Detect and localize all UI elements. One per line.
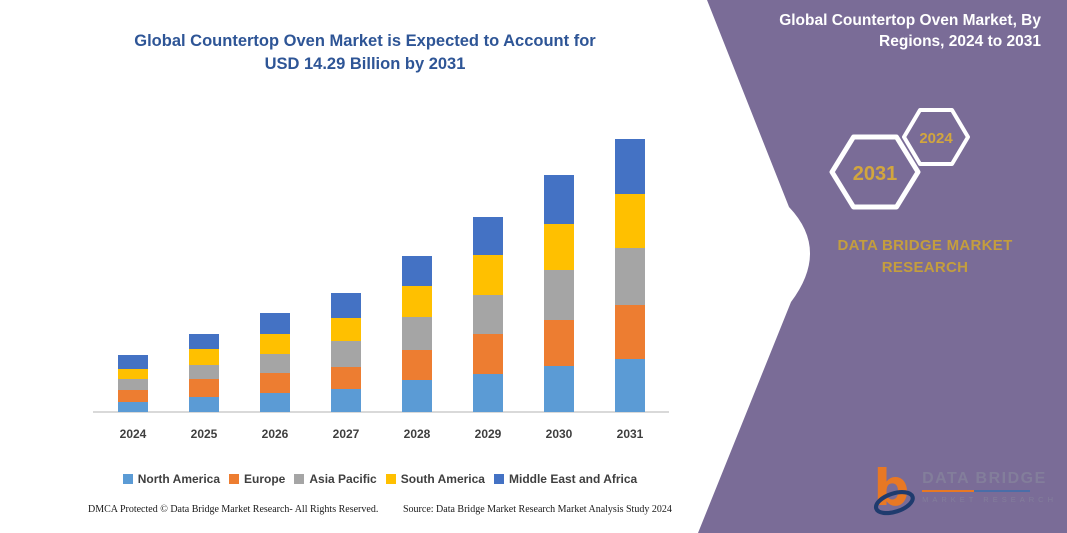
bar-2026-segment-asia-pacific	[260, 354, 290, 373]
chart-title-line1: Global Countertop Oven Market is Expecte…	[134, 32, 596, 50]
bar-2024-segment-middle-east-and-africa	[118, 355, 148, 369]
x-axis-label-2027: 2027	[332, 427, 360, 441]
bar-2030-segment-south-america	[544, 224, 574, 270]
bar-2028-segment-asia-pacific	[402, 317, 432, 350]
legend-marker-north-america	[122, 474, 133, 484]
legend-item-asia-pacific: Asia Pacific	[294, 472, 377, 486]
x-axis-label-2024: 2024	[119, 427, 147, 441]
brand-wordmark: DATA BRIDGE MARKET RESEARCH	[815, 235, 1035, 279]
bar-2029	[473, 217, 503, 412]
forecast-hexagons: 2024 2031	[829, 108, 970, 210]
logo-divider-rule	[922, 490, 1031, 492]
bar-2030-segment-asia-pacific	[544, 270, 574, 320]
x-axis-label-2030: 2030	[545, 427, 573, 441]
bar-2029-segment-asia-pacific	[473, 295, 503, 334]
bar-2026-segment-north-america	[260, 393, 290, 412]
bar-2031-segment-asia-pacific	[615, 248, 645, 305]
hexagon-2031	[829, 134, 921, 210]
legend-label-europe: Europe	[244, 472, 286, 486]
plot-area: 2024 2025 2026 2027 2028 2029 2030 2031	[93, 139, 669, 441]
bar-2026-segment-middle-east-and-africa	[260, 313, 290, 334]
legend-marker-europe	[229, 474, 240, 484]
bar-2027-segment-europe	[331, 367, 361, 389]
logo-sub-text: MARKET RESEARCH	[922, 495, 1057, 504]
bar-2030-segment-europe	[544, 320, 574, 366]
bar-2030	[544, 175, 574, 412]
chart-title: Global Countertop Oven Market is Expecte…	[55, 30, 675, 76]
bar-2031	[615, 139, 645, 412]
x-axis-label-2031: 2031	[616, 427, 644, 441]
x-axis-label-2028: 2028	[403, 427, 431, 441]
bar-2031-segment-middle-east-and-africa	[615, 139, 645, 194]
brand-wordmark-line2: RESEARCH	[881, 259, 969, 276]
bar-2025-segment-south-america	[189, 349, 219, 365]
bar-2026	[260, 313, 290, 412]
bar-2029-segment-north-america	[473, 374, 503, 412]
bar-2029-segment-middle-east-and-africa	[473, 217, 503, 255]
bar-2028	[402, 256, 432, 412]
bar-2025-segment-europe	[189, 379, 219, 397]
legend-marker-south-america	[385, 474, 396, 484]
legend-item-south-america: South America	[385, 472, 485, 486]
data-bridge-b-icon: b	[873, 459, 915, 517]
right-panel-title: Global Countertop Oven Market, By Region…	[779, 12, 1041, 50]
chart-legend: North America Europe Asia Pacific South Ame…	[80, 472, 680, 486]
logo-brand-text: DATA BRIDGE	[922, 470, 1047, 487]
legend-label-south-america: South America	[400, 472, 485, 486]
footer-dmca-text: DMCA Protected © Data Bridge Market Rese…	[88, 504, 379, 515]
x-axis-label-2029: 2029	[474, 427, 502, 441]
bar-2024-segment-south-america	[118, 369, 148, 379]
legend-item-europe: Europe	[229, 472, 285, 486]
legend-label-asia-pacific: Asia Pacific	[309, 472, 377, 486]
bar-2027-segment-asia-pacific	[331, 341, 361, 367]
bar-2031-segment-europe	[615, 305, 645, 359]
logo-text-block: DATA BRIDGE MARKET RESEARCH	[922, 470, 1057, 504]
bar-2029-segment-south-america	[473, 255, 503, 295]
bar-2028-segment-south-america	[402, 286, 432, 317]
bar-2024-segment-asia-pacific	[118, 379, 148, 390]
bar-2027-segment-south-america	[331, 318, 361, 341]
bar-2027	[331, 293, 361, 412]
logo-orbit-swoosh	[873, 490, 915, 516]
bar-2028-segment-europe	[402, 350, 432, 380]
bar-2025-segment-middle-east-and-africa	[189, 334, 219, 349]
bar-2028-segment-middle-east-and-africa	[402, 256, 432, 286]
bar-2031-segment-north-america	[615, 359, 645, 412]
data-bridge-logo: b DATA BRIDGE MARKET RESEARCH	[872, 458, 1057, 528]
bar-2027-segment-north-america	[331, 389, 361, 412]
brand-wordmark-line1: DATA BRIDGE MARKET	[837, 237, 1013, 254]
bar-2025-segment-north-america	[189, 397, 219, 412]
legend-item-middle-east-and-africa: Middle East and Africa	[493, 472, 638, 486]
bar-2031-segment-south-america	[615, 194, 645, 248]
x-axis-label-2026: 2026	[261, 427, 289, 441]
bar-2027-segment-middle-east-and-africa	[331, 293, 361, 318]
hexagon-2024-year: 2024	[919, 130, 953, 147]
legend-label-middle-east-and-africa: Middle East and Africa	[508, 472, 638, 486]
legend-marker-middle-east-and-africa	[493, 474, 504, 484]
hexagon-2024	[902, 108, 970, 166]
legend-label-north-america: North America	[137, 472, 221, 486]
chart-title-line2: USD 14.29 Billion by 2031	[264, 55, 466, 73]
bar-2030-segment-north-america	[544, 366, 574, 412]
bar-2026-segment-south-america	[260, 334, 290, 354]
bar-2028-segment-north-america	[402, 380, 432, 412]
hexagon-2031-year: 2031	[853, 163, 898, 185]
x-axis-line	[93, 411, 669, 413]
bar-2025-segment-asia-pacific	[189, 365, 219, 379]
bar-2030-segment-middle-east-and-africa	[544, 175, 574, 224]
footer-source-text: Source: Data Bridge Market Research Mark…	[403, 504, 672, 515]
bar-2024-segment-north-america	[118, 402, 148, 412]
legend-item-north-america: North America	[122, 472, 221, 486]
bar-2025	[189, 334, 219, 412]
bar-2029-segment-europe	[473, 334, 503, 374]
bar-2024	[118, 355, 148, 412]
bar-2024-segment-europe	[118, 390, 148, 402]
x-axis-label-2025: 2025	[190, 427, 218, 441]
bar-2026-segment-europe	[260, 373, 290, 393]
legend-marker-asia-pacific	[294, 474, 305, 484]
